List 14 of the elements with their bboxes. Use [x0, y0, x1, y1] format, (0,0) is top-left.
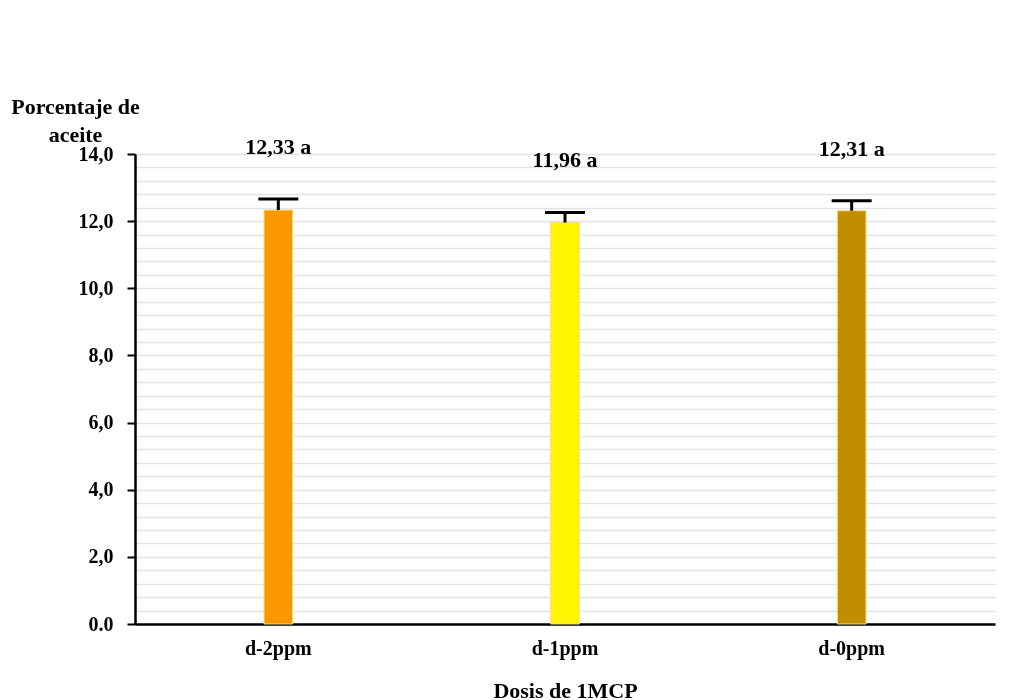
y-tick-label: 2,0: [88, 545, 114, 568]
y-tick-label: 4,0: [88, 478, 114, 501]
y-tick-label: 0.0: [88, 612, 114, 635]
y-tick-label: 6,0: [88, 411, 114, 434]
x-tick-label: d-1ppm: [531, 636, 599, 660]
y-tick-label: 12,0: [78, 209, 114, 232]
x-tick-label: d-0ppm: [818, 636, 886, 660]
x-tick-label: d-2ppm: [244, 636, 313, 660]
y-tick-label: 8,0: [88, 343, 114, 366]
y-tick-label: 10,0: [78, 276, 114, 299]
data-label: 11,96 a: [532, 147, 598, 173]
data-label: 12,33 a: [245, 133, 312, 159]
data-label: 12,31 a: [818, 135, 885, 161]
x-axis-title: Dosis de 1MCP: [493, 677, 638, 700]
